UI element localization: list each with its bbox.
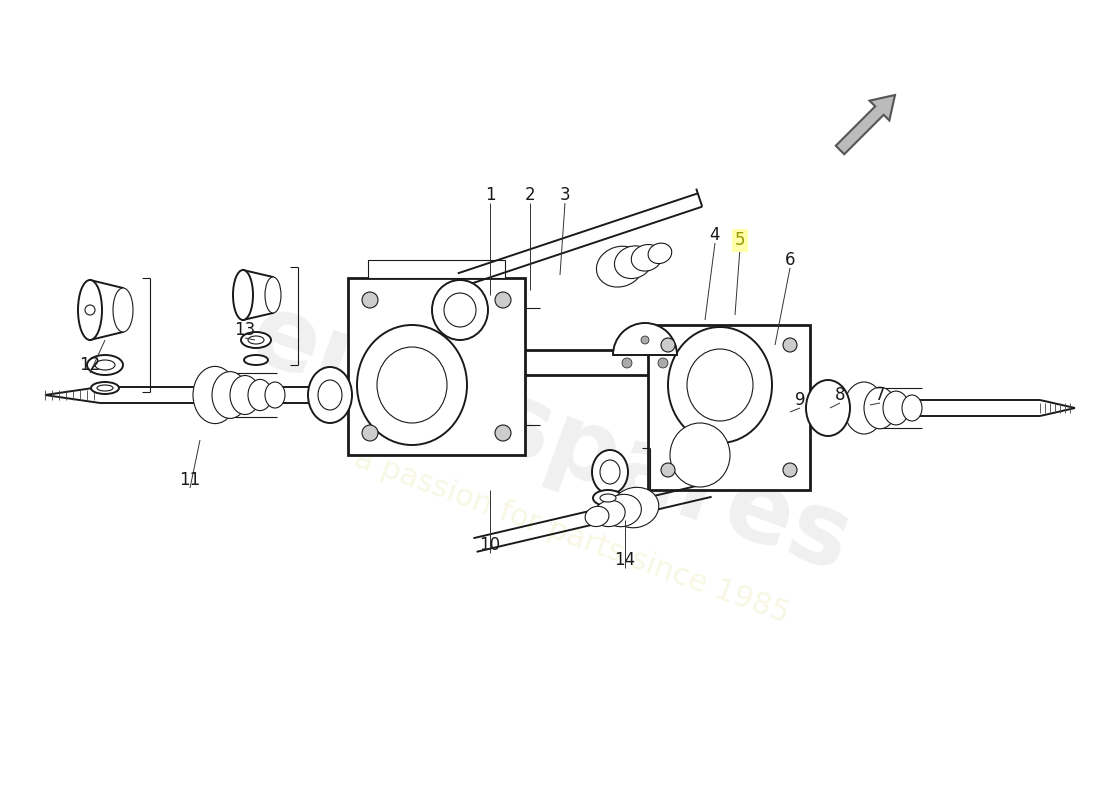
- Ellipse shape: [783, 463, 798, 477]
- Ellipse shape: [87, 355, 123, 375]
- Ellipse shape: [85, 305, 95, 315]
- Ellipse shape: [592, 450, 628, 494]
- Ellipse shape: [318, 380, 342, 410]
- Ellipse shape: [95, 360, 116, 370]
- Text: a passion for parts since 1985: a passion for parts since 1985: [351, 443, 793, 629]
- Polygon shape: [243, 270, 280, 320]
- Ellipse shape: [233, 270, 253, 320]
- Ellipse shape: [265, 382, 285, 408]
- Ellipse shape: [596, 246, 644, 287]
- Ellipse shape: [600, 460, 620, 484]
- Ellipse shape: [362, 292, 378, 308]
- Text: 2: 2: [525, 186, 536, 204]
- Ellipse shape: [97, 385, 113, 391]
- Ellipse shape: [585, 506, 609, 526]
- Ellipse shape: [230, 375, 260, 414]
- Ellipse shape: [192, 366, 236, 424]
- Ellipse shape: [806, 380, 850, 436]
- Text: 14: 14: [615, 551, 636, 569]
- Ellipse shape: [603, 494, 641, 526]
- Ellipse shape: [444, 293, 476, 327]
- Bar: [648, 325, 810, 490]
- Text: 10: 10: [480, 536, 501, 554]
- Ellipse shape: [241, 332, 271, 348]
- Ellipse shape: [113, 288, 133, 332]
- Ellipse shape: [631, 245, 662, 271]
- Ellipse shape: [688, 349, 754, 421]
- Text: 4: 4: [710, 226, 720, 244]
- Ellipse shape: [593, 490, 623, 506]
- Ellipse shape: [864, 387, 896, 429]
- Ellipse shape: [248, 336, 264, 344]
- Bar: [368, 260, 505, 278]
- Ellipse shape: [91, 382, 119, 394]
- Ellipse shape: [78, 280, 102, 340]
- Ellipse shape: [432, 280, 488, 340]
- Ellipse shape: [212, 371, 248, 418]
- Ellipse shape: [495, 425, 512, 441]
- Ellipse shape: [596, 510, 620, 520]
- Polygon shape: [90, 280, 130, 340]
- Bar: [348, 278, 525, 455]
- Ellipse shape: [661, 338, 675, 352]
- Ellipse shape: [668, 327, 772, 443]
- Text: 6: 6: [784, 251, 795, 269]
- Ellipse shape: [594, 500, 625, 526]
- Ellipse shape: [783, 338, 798, 352]
- Ellipse shape: [661, 463, 675, 477]
- Ellipse shape: [308, 367, 352, 423]
- Ellipse shape: [648, 243, 672, 263]
- Wedge shape: [613, 323, 676, 355]
- FancyArrow shape: [836, 95, 895, 154]
- Text: 7: 7: [874, 386, 886, 404]
- Ellipse shape: [658, 358, 668, 368]
- Text: 12: 12: [79, 356, 100, 374]
- Text: 5: 5: [735, 231, 746, 249]
- Ellipse shape: [495, 292, 512, 308]
- Text: 13: 13: [234, 321, 255, 339]
- Ellipse shape: [248, 379, 272, 410]
- Ellipse shape: [641, 336, 649, 344]
- Text: 8: 8: [835, 386, 845, 404]
- Text: 9: 9: [794, 391, 805, 409]
- Ellipse shape: [265, 277, 280, 313]
- Text: 11: 11: [179, 471, 200, 489]
- Text: 1: 1: [485, 186, 495, 204]
- Ellipse shape: [377, 347, 447, 423]
- Text: eurospares: eurospares: [236, 286, 864, 594]
- Ellipse shape: [615, 246, 652, 278]
- Ellipse shape: [612, 487, 659, 528]
- Ellipse shape: [600, 494, 616, 502]
- Ellipse shape: [362, 425, 378, 441]
- Ellipse shape: [883, 391, 909, 425]
- Ellipse shape: [902, 395, 922, 421]
- Text: 3: 3: [560, 186, 570, 204]
- Ellipse shape: [844, 382, 884, 434]
- Ellipse shape: [670, 423, 730, 487]
- Ellipse shape: [621, 358, 632, 368]
- Ellipse shape: [244, 355, 268, 365]
- Ellipse shape: [358, 325, 468, 445]
